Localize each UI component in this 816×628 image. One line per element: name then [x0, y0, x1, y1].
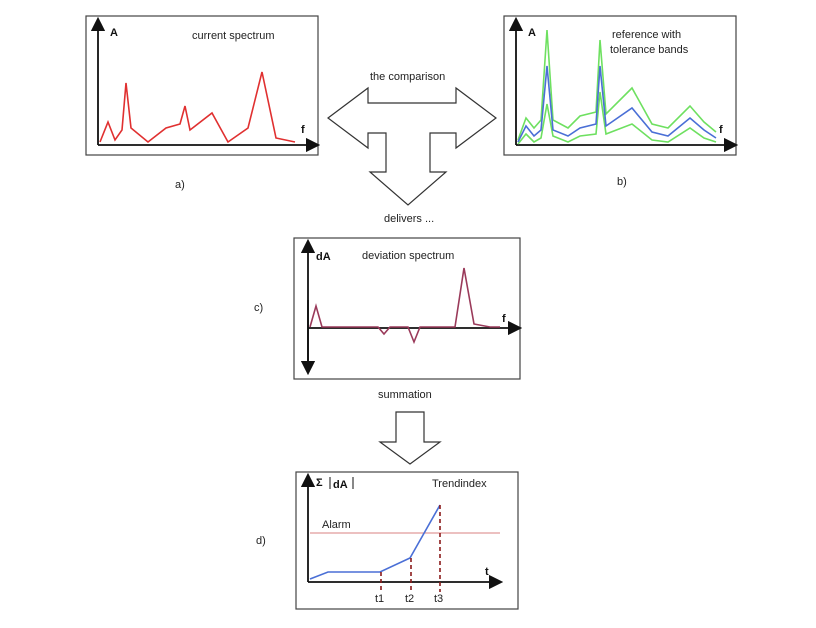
deviation-spectrum-line	[309, 267, 500, 345]
panel-b: A f reference with tolerance bands	[503, 15, 739, 156]
panel-d-sigma: Σ	[316, 477, 323, 489]
upper-tolerance-band	[517, 29, 717, 141]
marker-t3-label: t3	[434, 593, 443, 605]
panel-d-title: Trendindex	[432, 478, 487, 490]
panel-c-x-label: f	[502, 313, 506, 325]
panel-d-x-label: t	[485, 566, 489, 578]
panel-d: Σ dA Trendindex Alarm t t1 t2 t3	[295, 471, 519, 610]
reference-line	[517, 65, 717, 143]
panel-d-y-label: dA	[333, 479, 348, 491]
panel-c-title: deviation spectrum	[362, 250, 454, 262]
panel-a-title: current spectrum	[192, 30, 275, 42]
alarm-label: Alarm	[322, 519, 351, 531]
panel-a-x-label: f	[301, 124, 305, 136]
panel-d-tag: d)	[256, 535, 266, 547]
panel-a-tag: a)	[175, 179, 185, 191]
delivers-label: delivers ...	[384, 213, 434, 225]
panel-b-title-line1: reference with	[612, 29, 681, 41]
marker-t2-label: t2	[405, 593, 414, 605]
panel-b-title-line2: tolerance bands	[610, 44, 689, 56]
summation-label: summation	[378, 389, 432, 401]
comparison-arrow	[327, 86, 497, 206]
panel-c-frame	[293, 237, 521, 380]
marker-t1-label: t1	[375, 593, 384, 605]
trendindex-line	[309, 504, 441, 580]
lower-tolerance-band	[517, 91, 717, 145]
panel-b-y-label: A	[528, 27, 536, 39]
panel-a-frame	[85, 15, 319, 156]
panel-c: dA f deviation spectrum	[293, 237, 523, 380]
panel-c-tag: c)	[254, 302, 263, 314]
panel-b-tag: b)	[617, 176, 627, 188]
panel-b-x-label: f	[719, 124, 723, 136]
summation-arrow	[378, 411, 442, 465]
panel-a: A f current spectrum	[85, 15, 321, 156]
current-spectrum-line	[99, 71, 296, 144]
comparison-label: the comparison	[370, 71, 445, 83]
panel-a-y-label: A	[110, 27, 118, 39]
panel-c-y-label: dA	[316, 251, 331, 263]
panel-d-frame	[295, 471, 519, 610]
